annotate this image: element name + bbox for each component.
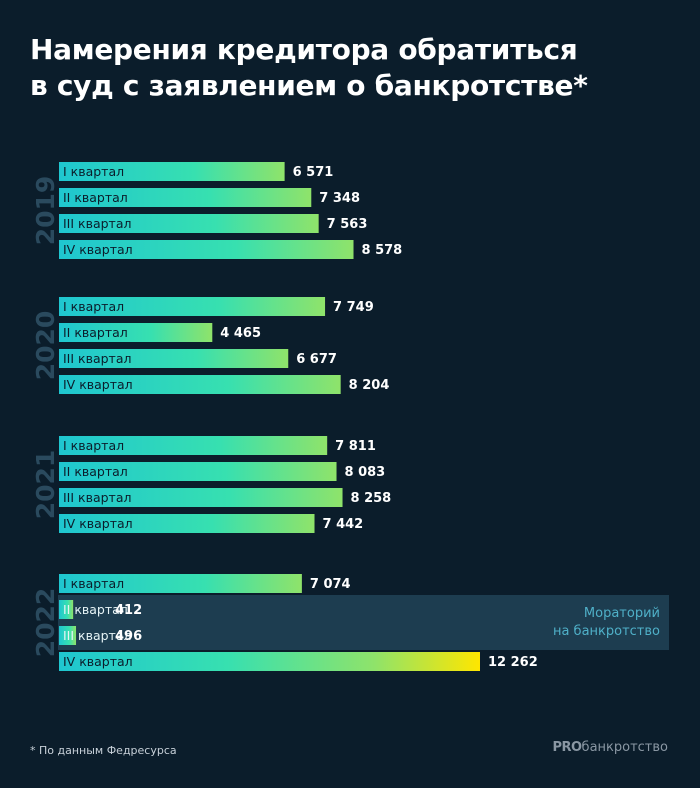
- year-label-2020: 2020: [31, 311, 60, 381]
- quarter-label-2020-q1: I квартал: [63, 299, 124, 314]
- bar-2020-q1: [59, 297, 326, 316]
- value-label-2022-q2: 412: [115, 603, 142, 618]
- footnote: * По данным Федресурса: [30, 744, 177, 757]
- quarter-label-2020-q3: III квартал: [63, 351, 131, 366]
- bar-2019-q1: [59, 162, 285, 181]
- page-title: Намерения кредитора обратиться в суд с з…: [30, 32, 670, 104]
- value-label-2019-q1: 6 571: [293, 165, 334, 180]
- year-label-2022: 2022: [31, 588, 60, 658]
- bar-2021-q4: [59, 514, 315, 533]
- value-label-2020-q2: 4 465: [220, 326, 261, 341]
- value-label-2020-q4: 8 204: [349, 378, 390, 393]
- value-label-2020-q1: 7 749: [333, 300, 374, 315]
- value-label-2020-q3: 6 677: [296, 352, 337, 367]
- value-label-2019-q2: 7 348: [319, 191, 360, 206]
- value-label-2021-q4: 7 442: [323, 517, 364, 532]
- quarter-label-2019-q3: III квартал: [63, 216, 131, 231]
- moratorium-label-line-2: на банкротство: [553, 624, 660, 639]
- brand-logo: PROбанкротство: [552, 740, 668, 755]
- bar-2020-q3: [59, 349, 289, 368]
- quarter-label-2019-q4: IV квартал: [63, 242, 133, 257]
- quarter-label-2021-q3: III квартал: [63, 490, 131, 505]
- brand-rest: банкротство: [581, 740, 668, 755]
- bar-2019-q2: [59, 188, 312, 207]
- bar-2021-q2: [59, 462, 337, 481]
- year-label-2019: 2019: [31, 176, 60, 246]
- quarter-label-2022-q3: III квартал: [63, 628, 131, 643]
- value-label-2021-q1: 7 811: [335, 439, 376, 454]
- moratorium-label-line-1: Мораторий: [584, 606, 660, 621]
- bar-2022-q2: [59, 600, 74, 619]
- value-label-2021-q2: 8 083: [345, 465, 386, 480]
- quarter-label-2021-q1: I квартал: [63, 438, 124, 453]
- quarter-label-2021-q4: IV квартал: [63, 516, 133, 531]
- bar-2022-q3: [59, 626, 77, 645]
- bar-2022-q4: [59, 652, 480, 671]
- value-label-2019-q4: 8 578: [362, 243, 403, 258]
- title-line-1: Намерения кредитора обратиться: [30, 33, 578, 66]
- quarter-label-2022-q4: IV квартал: [63, 654, 133, 669]
- value-label-2019-q3: 7 563: [327, 217, 368, 232]
- bar-2020-q2: [59, 323, 213, 342]
- quarter-label-2022-q1: I квартал: [63, 576, 124, 591]
- quarter-label-2022-q2: II квартал: [63, 602, 128, 617]
- year-label-2021: 2021: [31, 450, 60, 520]
- value-label-2021-q3: 8 258: [351, 491, 392, 506]
- quarter-label-2021-q2: II квартал: [63, 464, 128, 479]
- bar-2021-q3: [59, 488, 343, 507]
- value-label-2022-q1: 7 074: [310, 577, 351, 592]
- bar-2019-q4: [59, 240, 354, 259]
- quarter-label-2020-q2: II квартал: [63, 325, 128, 340]
- title-line-2: в суд с заявлением о банкротстве*: [30, 69, 588, 102]
- value-label-2022-q4: 12 262: [488, 655, 538, 670]
- bar-2019-q3: [59, 214, 319, 233]
- brand-bold: PRO: [552, 740, 582, 755]
- quarter-label-2019-q2: II квартал: [63, 190, 128, 205]
- quarter-label-2020-q4: IV квартал: [63, 377, 133, 392]
- bar-2022-q1: [59, 574, 302, 593]
- value-label-2022-q3: 496: [115, 629, 142, 644]
- bar-2020-q4: [59, 375, 341, 394]
- quarter-label-2019-q1: I квартал: [63, 164, 124, 179]
- moratorium-band: [58, 595, 669, 650]
- bar-2021-q1: [59, 436, 328, 455]
